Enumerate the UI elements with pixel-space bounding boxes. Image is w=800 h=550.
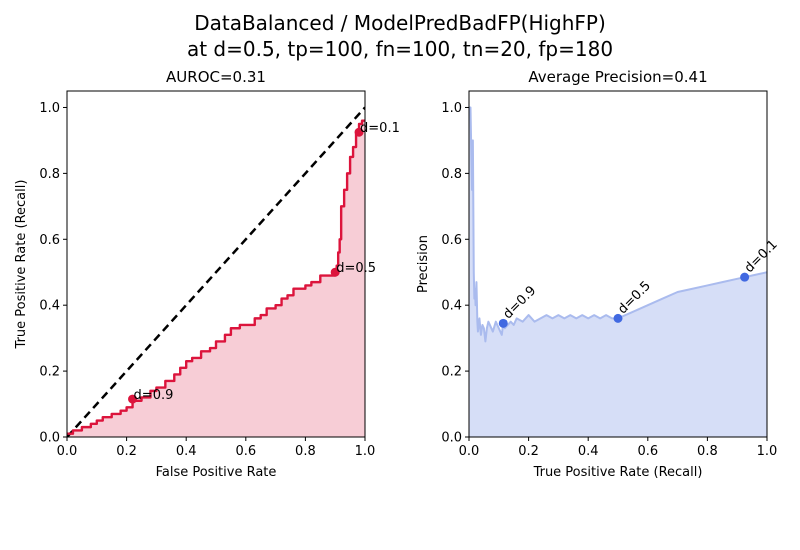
suptitle-line1: DataBalanced / ModelPredBadFP(HighFP) (194, 11, 606, 35)
pr-panel: d=0.9 d=0.5d=0.10.0 0.2 0.4 0.6 0.8 1.00.00.20… (416, 68, 781, 480)
roc-xtick-label: 1.0 (355, 444, 376, 459)
roc-xtick-label: 0.6 (235, 444, 256, 459)
pr-threshold-point (498, 318, 508, 328)
pr-xtick-label: 0.6 (637, 444, 658, 459)
roc-threshold-point (354, 127, 364, 137)
pr-xtick-label: 0.8 (697, 444, 718, 459)
roc-xtick-label: 0.0 (57, 444, 78, 459)
pr-xtick-label: 1.0 (757, 444, 778, 459)
roc-ytick-label: 0.2 (39, 365, 60, 380)
pr-ytick-label: 0.2 (441, 365, 462, 380)
pr-threshold-label: d=0.1 (742, 237, 781, 276)
roc-xtick-label: 0.2 (116, 444, 137, 459)
pr-ytick-label: 1.0 (441, 101, 462, 116)
roc-ytick-label: 0.4 (39, 299, 60, 314)
pr-threshold-label: d=0.9 (500, 283, 539, 322)
roc-ytick-label: 1.0 (39, 101, 60, 116)
roc-area-fill (67, 120, 365, 437)
pr-threshold-point (740, 272, 750, 282)
pr-ylabel: Precision (416, 235, 431, 293)
pr-threshold-point (613, 313, 623, 323)
suptitle-line2: at d=0.5, tp=100, fn=100, tn=20, fp=180 (187, 37, 613, 61)
roc-threshold-label: d=0.9 (134, 388, 174, 403)
roc-threshold-label: d=0.5 (336, 261, 376, 276)
pr-xlabel: True Positive Rate (Recall) (533, 465, 703, 480)
roc-ytick-label: 0.0 (39, 431, 60, 446)
roc-ylabel: True Positive Rate (Recall) (14, 180, 29, 350)
roc-chance-diagonal (67, 106, 365, 437)
pr-xtick-label: 0.4 (578, 444, 599, 459)
roc-ytick-label: 0.8 (39, 167, 60, 182)
roc-ytick-label: 0.6 (39, 233, 60, 248)
pr-ytick-label: 0.4 (441, 299, 462, 314)
pr-ytick-label: 0.0 (441, 431, 462, 446)
roc-xlabel: False Positive Rate (156, 465, 277, 480)
pr-ytick-label: 0.6 (441, 233, 462, 248)
pr-axes-frame (468, 90, 768, 438)
roc-xtick-label: 0.8 (295, 444, 316, 459)
pr-xtick-label: 0.2 (518, 444, 539, 459)
pr-ytick-label: 0.8 (441, 167, 462, 182)
roc-panel: d=0.9 d=0.5 d=0.1 0.0 0.2 0.4 0.6 0.8 1.0 0.0 0.2 0… (14, 68, 400, 480)
roc-axes-frame (66, 90, 366, 438)
pr-area-fill (469, 107, 767, 437)
roc-curve-line (67, 119, 365, 435)
roc-threshold-point (128, 394, 138, 404)
roc-title: AUROC=0.31 (166, 68, 266, 86)
pr-title: Average Precision=0.41 (528, 68, 707, 86)
pr-curve-line (469, 106, 767, 343)
roc-xtick-label: 0.4 (176, 444, 197, 459)
pr-xtick-label: 0.0 (459, 444, 480, 459)
roc-threshold-label: d=0.1 (360, 121, 400, 136)
roc-threshold-point (330, 267, 340, 277)
